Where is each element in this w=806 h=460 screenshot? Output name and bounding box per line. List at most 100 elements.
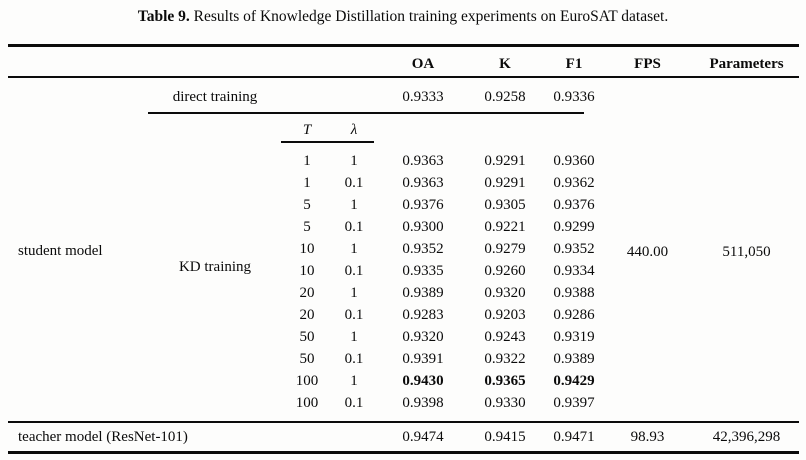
rule-below-header (8, 76, 799, 78)
k-value: 0.9365 (484, 373, 526, 389)
f1-value: 0.9429 (553, 373, 595, 389)
t-value: 20 (299, 285, 315, 301)
f1-value: 0.9376 (553, 197, 595, 213)
rule-below-t-lambda (281, 141, 374, 143)
t-value: 50 (299, 351, 315, 367)
k-value: 0.9279 (484, 241, 526, 257)
kd-row: 1 1 0.9363 0.9291 0.9360 (0, 150, 806, 172)
f1-value: 0.9286 (553, 307, 595, 323)
lambda-value: 0.1 (344, 351, 364, 367)
t-value: 5 (303, 219, 311, 235)
lambda-value: 1 (350, 241, 358, 257)
kd-training-label: KD training (178, 259, 252, 275)
oa-value: 0.9474 (402, 429, 444, 445)
t-value: 10 (299, 263, 315, 279)
lambda-value: 1 (350, 373, 358, 389)
t-value: 100 (295, 373, 319, 389)
f1-value: 0.9397 (553, 395, 595, 411)
lambda-header: λ (350, 122, 358, 138)
f1-value: 0.9352 (553, 241, 595, 257)
table-caption: Table 9. Results of Knowledge Distillati… (0, 6, 806, 28)
k-value: 0.9258 (484, 89, 526, 105)
t-value: 10 (299, 241, 315, 257)
lambda-value: 0.1 (344, 395, 364, 411)
k-value: 0.9320 (484, 285, 526, 301)
oa-value: 0.9363 (402, 175, 444, 191)
teacher-fps-value: 98.93 (630, 429, 665, 445)
t-value: 5 (303, 197, 311, 213)
oa-value: 0.9391 (402, 351, 444, 367)
teacher-model-row: teacher model (ResNet-101) 0.9474 0.9415… (0, 426, 806, 448)
k-value: 0.9243 (484, 329, 526, 345)
rule-above-teacher (8, 421, 799, 423)
f1-value: 0.9319 (553, 329, 595, 345)
t-value: 1 (303, 175, 311, 191)
lambda-value: 1 (350, 197, 358, 213)
student-fps-value: 440.00 (626, 244, 669, 260)
f1-value: 0.9471 (553, 429, 595, 445)
header-k: K (499, 56, 511, 72)
direct-training-label: direct training (172, 89, 258, 105)
kd-row: 10 0.1 0.9335 0.9260 0.9334 (0, 260, 806, 282)
k-value: 0.9221 (484, 219, 526, 235)
kd-row: 5 0.1 0.9300 0.9221 0.9299 (0, 216, 806, 238)
teacher-parameters-value: 42,396,298 (712, 429, 781, 445)
oa-value: 0.9300 (402, 219, 444, 235)
header-row: OA K F1 FPS Parameters (0, 53, 806, 75)
f1-value: 0.9299 (553, 219, 595, 235)
lambda-value: 0.1 (344, 263, 364, 279)
kd-subheader-row: T λ (0, 119, 806, 141)
kd-row: 1 0.1 0.9363 0.9291 0.9362 (0, 172, 806, 194)
lambda-value: 0.1 (344, 219, 364, 235)
lambda-value: 0.1 (344, 175, 364, 191)
k-value: 0.9322 (484, 351, 526, 367)
oa-value: 0.9335 (402, 263, 444, 279)
oa-value: 0.9352 (402, 241, 444, 257)
kd-row: 10 1 0.9352 0.9279 0.9352 (0, 238, 806, 260)
k-value: 0.9291 (484, 175, 526, 191)
kd-row: 5 1 0.9376 0.9305 0.9376 (0, 194, 806, 216)
k-value: 0.9415 (484, 429, 526, 445)
kd-row: 20 1 0.9389 0.9320 0.9388 (0, 282, 806, 304)
header-parameters: Parameters (709, 56, 784, 72)
oa-value: 0.9283 (402, 307, 444, 323)
student-parameters-value: 511,050 (722, 244, 771, 260)
t-header: T (302, 122, 312, 138)
lambda-value: 1 (350, 329, 358, 345)
kd-row-best: 100 1 0.9430 0.9365 0.9429 (0, 370, 806, 392)
t-value: 50 (299, 329, 315, 345)
oa-value: 0.9398 (402, 395, 444, 411)
rule-top (8, 44, 799, 47)
oa-value: 0.9430 (402, 373, 444, 389)
f1-value: 0.9336 (553, 89, 595, 105)
f1-value: 0.9362 (553, 175, 595, 191)
lambda-value: 1 (350, 153, 358, 169)
f1-value: 0.9360 (553, 153, 595, 169)
t-value: 1 (303, 153, 311, 169)
oa-value: 0.9320 (402, 329, 444, 345)
rule-below-direct-training (148, 112, 584, 114)
k-value: 0.9291 (484, 153, 526, 169)
k-value: 0.9260 (484, 263, 526, 279)
k-value: 0.9305 (484, 197, 526, 213)
table-caption-text: Results of Knowledge Distillation traini… (189, 8, 669, 25)
f1-value: 0.9388 (553, 285, 595, 301)
t-value: 20 (299, 307, 315, 323)
oa-value: 0.9389 (402, 285, 444, 301)
table-caption-tag: Table 9. (137, 8, 190, 25)
kd-row: 20 0.1 0.9283 0.9203 0.9286 (0, 304, 806, 326)
oa-value: 0.9333 (402, 89, 444, 105)
rule-bottom (8, 451, 799, 454)
kd-row: 50 1 0.9320 0.9243 0.9319 (0, 326, 806, 348)
k-value: 0.9330 (484, 395, 526, 411)
direct-training-row: direct training 0.9333 0.9258 0.9336 (0, 86, 806, 108)
lambda-value: 1 (350, 285, 358, 301)
kd-row: 50 0.1 0.9391 0.9322 0.9389 (0, 348, 806, 370)
t-value: 100 (295, 395, 319, 411)
f1-value: 0.9334 (553, 263, 595, 279)
header-fps: FPS (634, 56, 661, 72)
oa-value: 0.9363 (402, 153, 444, 169)
k-value: 0.9203 (484, 307, 526, 323)
f1-value: 0.9389 (553, 351, 595, 367)
